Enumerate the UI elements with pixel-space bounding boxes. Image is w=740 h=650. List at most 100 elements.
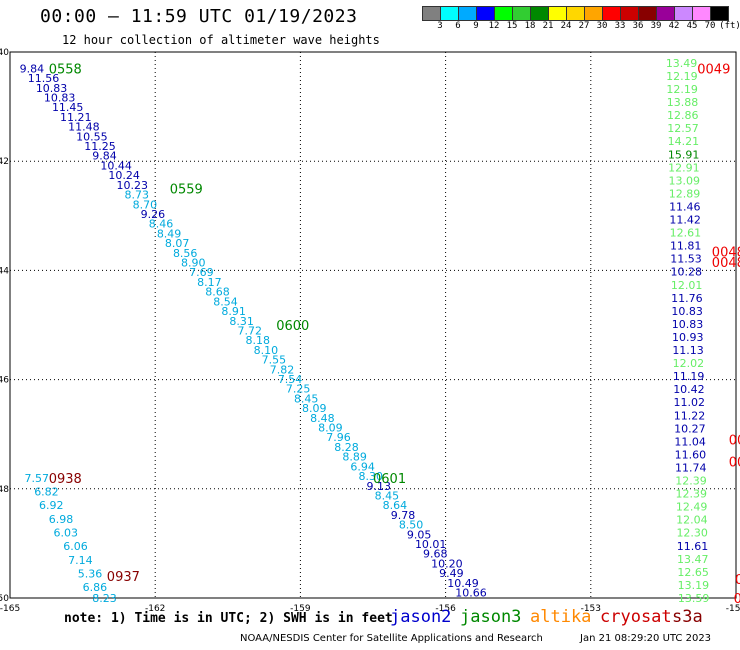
track-value-label: 7.25 [286,383,311,396]
track-value-label: 6.92 [39,499,64,512]
track-value-label: 10.01 [415,538,447,551]
x-tick-label: -162 [145,604,165,614]
track-value-label: 7.69 [189,266,214,279]
track-value-label: 12.19 [666,83,698,96]
track-value-label: 11.13 [672,344,704,357]
time-label: 0937 [107,570,140,585]
track-value-label: 11.19 [673,370,705,383]
legend-item-s3a: s3a [672,607,703,627]
track-value-label: 11.46 [669,200,701,213]
colorbar-cell [693,6,711,21]
colorbar-tick-label: 21 [542,21,554,31]
track-value-label: 6.82 [34,486,59,499]
track-value-label: 10.49 [447,577,479,590]
time-label: 0048 [712,245,740,260]
track-value-label: 8.48 [310,412,335,425]
track-value-label: 9.84 [92,150,117,163]
x-tick-label: -159 [290,604,311,614]
x-tick-label: -153 [581,604,601,614]
colorbar-tick-label: 3 [437,21,443,31]
track-value-label: 11.81 [670,240,702,253]
track-value-label: 9.78 [391,509,416,522]
track-value-label: 6.06 [63,540,88,553]
colorbar-tick-label: 24 [560,21,572,31]
track-value-label: 12.89 [669,187,701,200]
track-value-label: 8.10 [254,344,279,357]
x-tick-label: -165 [0,604,20,614]
colorbar-tick-label: 27 [578,21,590,31]
track-value-label: 11.42 [669,214,701,227]
track-value-label: 11.21 [60,111,92,124]
colorbar-cell [603,6,621,21]
track-value-label: 11.74 [675,461,707,474]
colorbar-cell [585,6,603,21]
footer-timestamp: Jan 21 08:29:20 UTC 2023 [580,633,712,644]
note-text: note: 1) Time is in UTC; 2) SWH is in fe… [64,611,393,626]
track-value-label: 7.57 [25,472,50,485]
colorbar-tick-label: 36 [632,21,644,31]
y-tick-label: -42 [0,157,9,167]
track-value-label: 11.53 [670,253,702,266]
track-value-label: 8.09 [318,422,343,435]
track-value-label: 11.60 [675,448,707,461]
track-value-label: 8.68 [205,286,230,299]
colorbar-cell [477,6,495,21]
track-value-label: 6.03 [54,526,78,539]
track-value-label: 12.30 [676,527,708,540]
track-value-label: 11.61 [677,540,709,553]
track-value-label: 6.98 [49,513,74,526]
track-value-label: 8.89 [342,451,367,464]
y-tick-label: -48 [0,485,9,495]
track-value-label: 8.91 [221,305,246,318]
track-value-label: 8.70 [133,198,158,211]
y-tick-label: -44 [0,266,9,276]
legend-item-cryosat: cryosat [600,607,672,627]
track-value-label: 7.96 [326,431,351,444]
colorbar-tick-label: 33 [614,21,626,31]
track-value-label: 7.82 [270,363,295,376]
track-value-label: 12.61 [670,227,702,240]
track-value-label: 10.83 [672,318,704,331]
time-label: 0601 [373,472,406,487]
track-value-label: 8.49 [157,227,182,240]
track-value-label: 12.02 [673,357,705,370]
time-label: 004 [735,573,740,588]
colorbar-cell [567,6,585,21]
track-value-label: 10.93 [672,331,704,344]
track-value-label: 10.28 [671,266,703,279]
track-value-label: 6.94 [350,460,375,473]
track-value-label: 8.17 [197,276,222,289]
track-value-label: 11.76 [671,292,703,305]
colorbar-unit: (ft) [719,21,740,31]
track-value-label: 9.26 [141,208,166,221]
y-tick-label: -50 [0,594,9,604]
colorbar-cell [621,6,639,21]
time-label: 0558 [49,62,82,77]
track-value-label: 8.23 [92,592,117,605]
track-value-label: 12.49 [676,501,708,514]
colorbar-cell [531,6,549,21]
colorbar-tick-label: 12 [488,21,500,31]
track-value-label: 13.19 [678,579,710,592]
colorbar-tick-label: 70 [704,21,716,31]
track-value-label: 13.88 [667,96,699,109]
track-value-label: 11.45 [52,101,84,114]
colorbar-cell [657,6,675,21]
plot-frame [9,51,737,599]
chart-subtitle: 12 hour collection of altimeter wave hei… [62,33,380,47]
track-value-label: 8.45 [294,392,319,405]
track-value-label: 10.24 [108,169,140,182]
track-value-label: 13.47 [677,553,709,566]
track-value-label: 12.91 [668,161,700,174]
time-label: 00 [734,592,740,607]
time-label: 0559 [170,183,203,198]
colorbar-tick-label: 39 [650,21,662,31]
track-value-label: 8.46 [149,218,174,231]
track-value-label: 11.48 [68,121,100,134]
track-value-label: 10.44 [100,159,132,172]
colorbar-tick-label: 42 [668,21,680,31]
time-label: 0049 [697,62,730,77]
x-tick-label: -156 [435,604,456,614]
track-value-label: 12.86 [667,109,699,122]
track-value-label: 10.27 [674,422,706,435]
